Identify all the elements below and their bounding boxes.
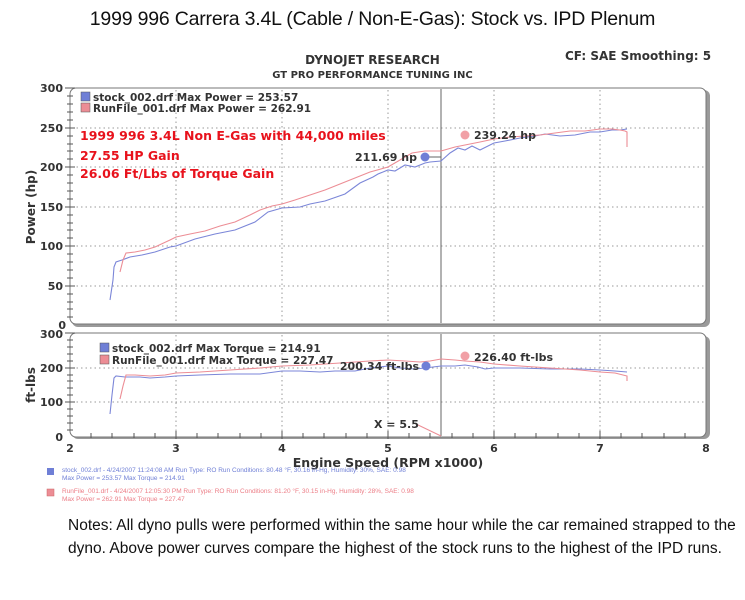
ipd-torque-curve (119, 358, 628, 400)
torque-yaxis-title: ft-lbs (24, 367, 38, 403)
xaxis-labels: 2 3 4 5 6 7 8 (66, 442, 710, 455)
svg-text:200: 200 (40, 161, 63, 174)
svg-text:100: 100 (40, 240, 63, 253)
page-title: 1999 996 Carrera 3.4L (Cable / Non-E-Gas… (89, 8, 656, 30)
legend-ipd-power: RunFile_001.drf Max Power = 262.91 (93, 103, 311, 115)
legend-stock-power: stock_002.drf Max Power = 253.57 (93, 92, 298, 104)
legend-swatch-ipd (80, 102, 91, 113)
dyno-header: DYNOJET RESEARCH (305, 53, 440, 67)
svg-text:0: 0 (58, 319, 66, 332)
torque-grid (72, 335, 704, 435)
xaxis-title: Engine Speed (RPM x1000) (293, 455, 483, 470)
torque-yaxis-labels: 300 200 100 0 (40, 328, 63, 444)
legend-swatch-stock (80, 91, 91, 102)
svg-text:1999 996 3.4L Non E-Gas with 4: 1999 996 3.4L Non E-Gas with 44,000 mile… (80, 128, 386, 143)
svg-text:200: 200 (40, 362, 63, 375)
dyno-subheader: GT PRO PERFORMANCE TUNING INC (272, 70, 473, 81)
stock-power-marker[interactable] (420, 152, 430, 162)
svg-text:4: 4 (278, 442, 286, 455)
svg-text:8: 8 (702, 442, 710, 455)
power-panel: 300 250 200 150 100 50 0 Power (hp) 211.… (24, 82, 710, 332)
svg-text:50: 50 (48, 280, 64, 293)
run-info-ipd: RunFile_001.drf - 4/24/2007 12:05:30 PM … (62, 488, 414, 504)
stock-torque-curve (109, 364, 628, 415)
torque-yaxis-ticks (65, 332, 75, 431)
svg-text:3: 3 (172, 442, 180, 455)
power-yaxis-title: Power (hp) (24, 170, 38, 244)
runinfo-swatch-stock (47, 468, 54, 475)
ipd-power-curve (119, 128, 628, 273)
stock-torque-cursor-value: 200.34 ft-lbs (340, 360, 420, 373)
svg-text:26.06 Ft/Lbs of Torque Gain: 26.06 Ft/Lbs of Torque Gain (80, 166, 274, 181)
ipd-torque-cursor-value: 226.40 ft-lbs (474, 351, 554, 364)
legend-ipd-torque: RunFile_001.drf Max Torque = 227.47 (112, 355, 333, 367)
svg-text:150: 150 (40, 201, 63, 214)
run-info-stock-line2: Max Power = 253.57 Max Torque = 214.91 (62, 475, 185, 482)
gain-annotations: 1999 996 3.4L Non E-Gas with 44,000 mile… (80, 128, 386, 181)
svg-text:100: 100 (40, 396, 63, 409)
torque-panel: 300 200 100 0 ft-lbs 200.34 ft-lbs 226.4… (24, 328, 710, 444)
svg-text:27.55 HP Gain: 27.55 HP Gain (80, 148, 180, 163)
ipd-torque-marker[interactable] (460, 351, 470, 361)
power-yaxis-labels: 300 250 200 150 100 50 0 (40, 82, 66, 332)
ipd-power-marker[interactable] (460, 130, 470, 140)
run-info-ipd-line2: Max Power = 262.91 Max Torque = 227.47 (62, 496, 185, 503)
run-info-stock-line1: stock_002.drf - 4/24/2007 11:24:08 AM Ru… (62, 467, 406, 474)
notes-text: Notes: All dyno pulls were performed wit… (68, 517, 736, 557)
xaxis-ticks (90, 431, 686, 439)
svg-text:300: 300 (40, 328, 63, 341)
legend-swatch-ipd-torque (99, 354, 110, 365)
run-info-stock: stock_002.drf - 4/24/2007 11:24:08 AM Ru… (62, 467, 406, 483)
power-yaxis-ticks (65, 87, 75, 318)
legend-swatch-stock-torque (99, 342, 110, 353)
runinfo-swatch-ipd (46, 488, 55, 497)
stock-torque-marker[interactable] (421, 361, 431, 371)
svg-text:0: 0 (55, 431, 63, 444)
ipd-power-cursor-value: 239.24 hp (474, 129, 536, 142)
dyno-chart: 300 250 200 150 100 50 0 Power (hp) 211.… (24, 82, 710, 497)
svg-text:5: 5 (384, 442, 392, 455)
correction-factor-label: CF: SAE Smoothing: 5 (565, 49, 712, 63)
svg-text:300: 300 (40, 82, 63, 95)
cursor-x-value: X = 5.5 (374, 418, 419, 431)
svg-text:2: 2 (66, 442, 74, 455)
run-info-ipd-line1: RunFile_001.drf - 4/24/2007 12:05:30 PM … (62, 488, 414, 495)
svg-text:7: 7 (596, 442, 604, 455)
legend-stock-torque: stock_002.drf Max Torque = 214.91 (112, 343, 321, 355)
stock-power-cursor-value: 211.69 hp (355, 151, 417, 164)
svg-text:6: 6 (490, 442, 498, 455)
svg-text:250: 250 (40, 122, 63, 135)
